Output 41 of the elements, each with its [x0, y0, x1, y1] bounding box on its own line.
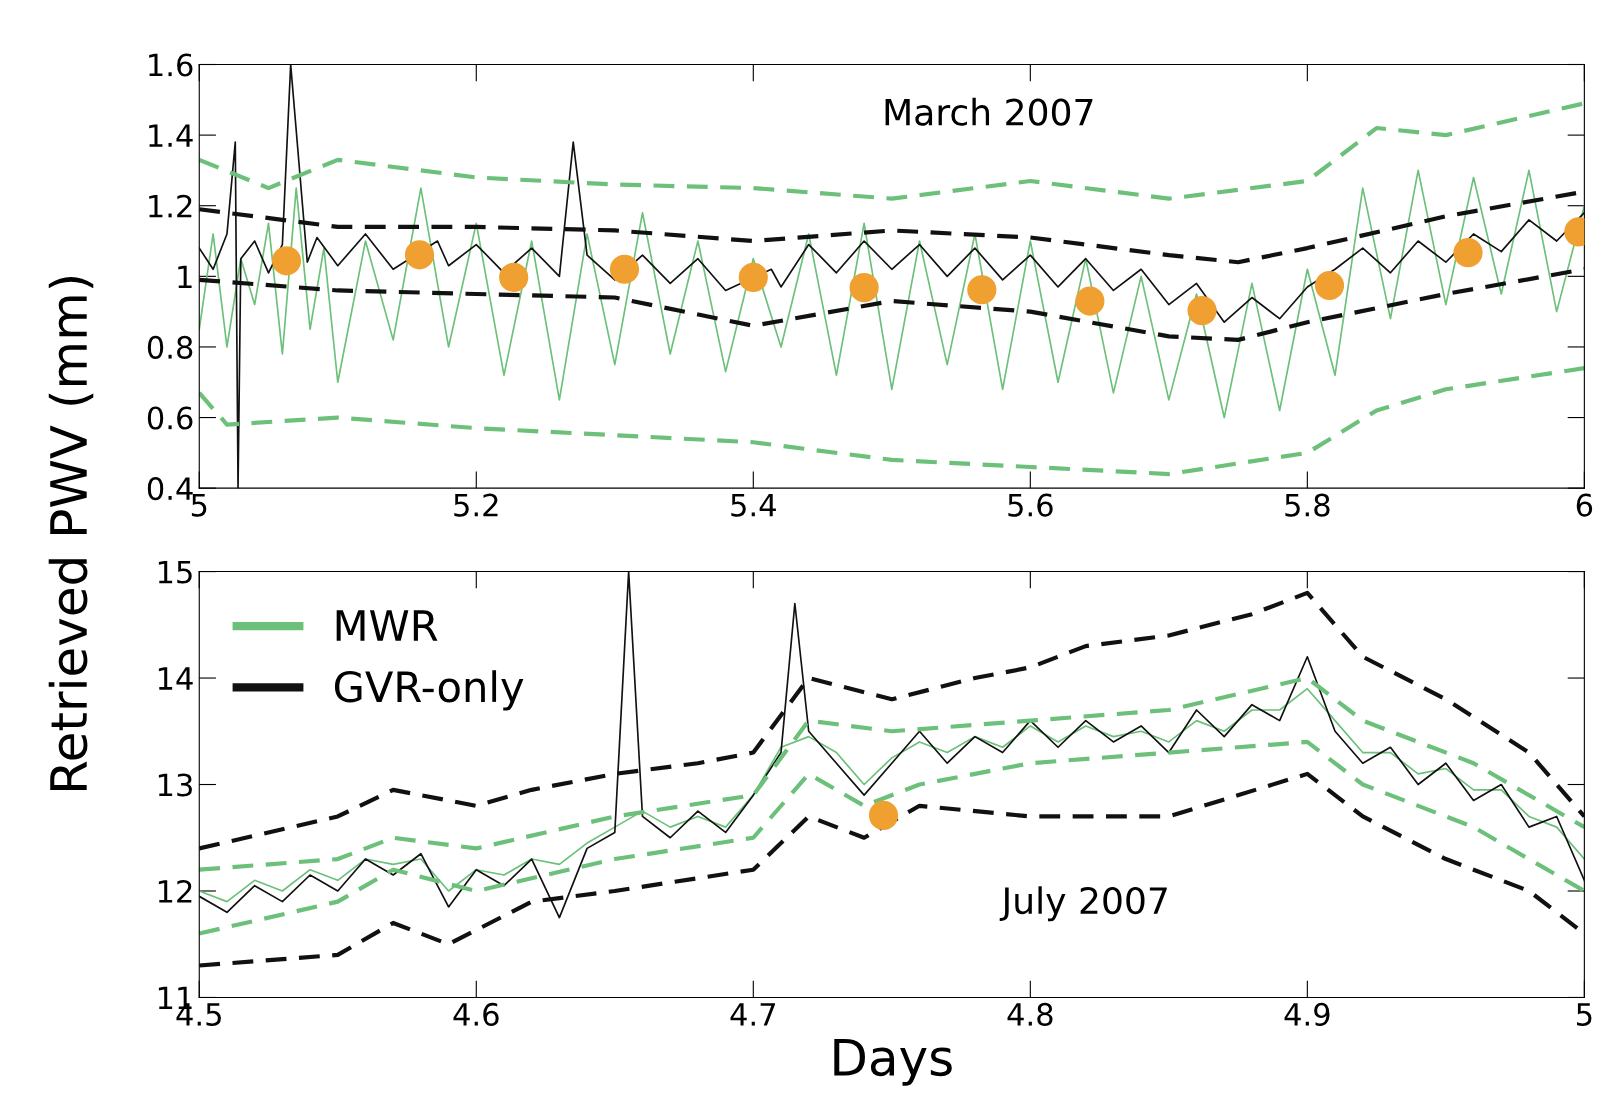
- x-tick-label: 5.8: [1285, 493, 1330, 517]
- x-tick-label: 6: [1576, 493, 1593, 517]
- line-series: [199, 169, 1585, 419]
- y-tick-label: 12: [158, 879, 192, 903]
- point: [967, 275, 997, 305]
- x-axis-title: Days: [834, 1038, 952, 1086]
- x-tick-label: 4.6: [453, 1002, 499, 1026]
- x-tick-label: 4.9: [1284, 1002, 1330, 1026]
- legend-label: GVR-only: [334, 670, 524, 711]
- x-tick-label: 5.4: [731, 493, 776, 517]
- point: [738, 262, 768, 292]
- point: [499, 262, 529, 292]
- legend-label: MWR: [336, 610, 438, 641]
- y-tick-label: 0.6: [147, 406, 193, 430]
- y-tick-label: 1: [178, 265, 192, 288]
- y-tick-label: 0.4: [147, 477, 193, 501]
- y-axis-title: Retrieved PWV (mm): [48, 276, 94, 790]
- x-tick-label: 4.7: [730, 1003, 775, 1026]
- point: [1075, 286, 1105, 316]
- point: [1453, 238, 1483, 268]
- point: [849, 273, 879, 303]
- x-tick-label: 5: [1577, 1003, 1592, 1026]
- line-series: [199, 366, 1585, 477]
- y-tick-label: 1.2: [149, 194, 192, 218]
- point: [404, 240, 435, 270]
- x-tick-label: 4.8: [1007, 1002, 1053, 1026]
- y-tick-label: 1.6: [149, 53, 193, 77]
- x-tick-label: 5.6: [1008, 493, 1053, 517]
- y-tick-label: 1.4: [149, 124, 193, 147]
- annotation: March 2007: [885, 97, 1093, 126]
- y-tick-label: 15: [158, 560, 192, 584]
- point: [1187, 295, 1217, 326]
- y-tick-label: 14: [158, 667, 193, 690]
- point: [1314, 270, 1345, 301]
- annotation: July 2007: [999, 886, 1167, 922]
- x-tick-label: 5.2: [454, 493, 498, 517]
- point: [609, 254, 640, 284]
- line-series: [199, 64, 1585, 489]
- y-tick-label: 13: [158, 773, 192, 797]
- y-tick-label: 0.8: [147, 335, 193, 359]
- point: [271, 246, 302, 276]
